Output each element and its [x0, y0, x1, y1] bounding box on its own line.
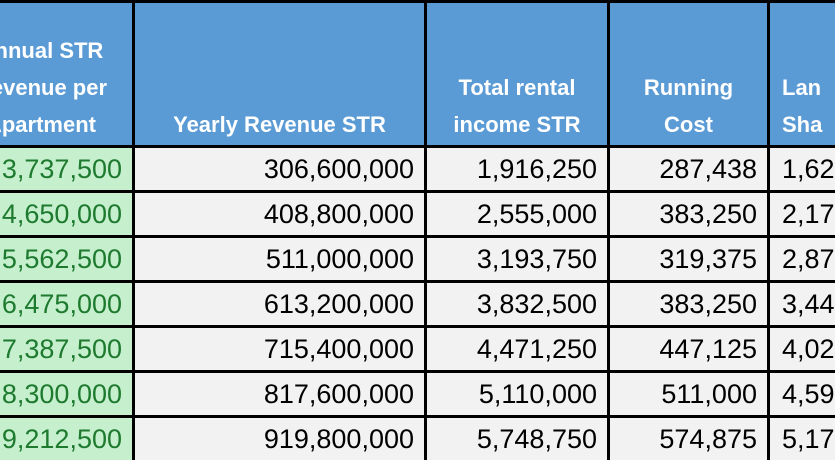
table-cell[interactable]: 574,875 — [610, 418, 770, 460]
header-line: Cost — [664, 112, 713, 137]
table-cell[interactable]: 5,110,000 — [427, 373, 610, 418]
header-line: Revenue per — [0, 75, 108, 100]
table-cell[interactable]: 5,748,750 — [427, 418, 610, 460]
table-cell[interactable]: 2,555,000 — [427, 193, 610, 238]
header-line: Lan — [782, 75, 822, 100]
header-line: Running — [643, 75, 734, 100]
header-land-share[interactable]: Lan Sha — [770, 3, 835, 148]
table-cell[interactable]: 817,600,000 — [135, 373, 427, 418]
header-line: Sha — [782, 112, 823, 137]
table-cell[interactable]: 1,62 — [770, 148, 835, 193]
table-cell[interactable]: 4,59 — [770, 373, 835, 418]
header-yearly-revenue-str[interactable]: Yearly Revenue STR — [135, 3, 427, 148]
table-cell[interactable]: 3,44 — [770, 283, 835, 328]
header-running-cost[interactable]: Running Cost — [610, 3, 770, 148]
header-line: Apartment — [0, 112, 96, 137]
table-cell[interactable]: 2,87 — [770, 238, 835, 283]
header-total-rental-income[interactable]: Total rental income STR — [427, 3, 610, 148]
table-cell[interactable]: 3,193,750 — [427, 238, 610, 283]
table-cell[interactable]: 319,375 — [610, 238, 770, 283]
table-cell[interactable]: 306,600,000 — [135, 148, 427, 193]
table-cell[interactable]: 3,832,500 — [427, 283, 610, 328]
table-cell[interactable]: 8,300,000 — [0, 373, 135, 418]
table-cell[interactable]: 715,400,000 — [135, 328, 427, 373]
table-cell[interactable]: 6,475,000 — [0, 283, 135, 328]
table-cell[interactable]: 613,200,000 — [135, 283, 427, 328]
table-cell[interactable]: 511,000 — [610, 373, 770, 418]
table-cell[interactable]: 383,250 — [610, 193, 770, 238]
header-annual-str-revenue[interactable]: Annual STR Revenue per Apartment — [0, 3, 135, 148]
table-cell[interactable]: 919,800,000 — [135, 418, 427, 460]
table-cell[interactable]: 2,17 — [770, 193, 835, 238]
header-line: Total rental — [458, 75, 576, 100]
table-cell[interactable]: 7,387,500 — [0, 328, 135, 373]
header-line: Yearly Revenue STR — [173, 112, 386, 137]
table-cell[interactable]: 5,562,500 — [0, 238, 135, 283]
table-cell[interactable]: 511,000,000 — [135, 238, 427, 283]
top-border — [0, 0, 835, 3]
table-cell[interactable]: 408,800,000 — [135, 193, 427, 238]
table-cell[interactable]: 9,212,500 — [0, 418, 135, 460]
table-cell[interactable]: 1,916,250 — [427, 148, 610, 193]
table-cell[interactable]: 3,737,500 — [0, 148, 135, 193]
table-cell[interactable]: 4,02 — [770, 328, 835, 373]
table-cell[interactable]: 383,250 — [610, 283, 770, 328]
table-cell[interactable]: 4,471,250 — [427, 328, 610, 373]
table-cell[interactable]: 5,17 — [770, 418, 835, 460]
header-line: income STR — [453, 112, 581, 137]
table-cell[interactable]: 447,125 — [610, 328, 770, 373]
table-cell[interactable]: 287,438 — [610, 148, 770, 193]
table-cell[interactable]: 4,650,000 — [0, 193, 135, 238]
header-line: Annual STR — [0, 38, 104, 63]
